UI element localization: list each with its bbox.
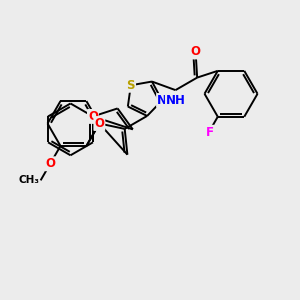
Text: O: O	[191, 46, 201, 59]
Text: NH: NH	[166, 94, 185, 106]
Text: CH₃: CH₃	[18, 176, 39, 185]
Text: O: O	[45, 157, 55, 170]
Text: O: O	[94, 117, 104, 130]
Text: F: F	[206, 126, 214, 139]
Text: N: N	[157, 94, 167, 107]
Text: S: S	[127, 79, 135, 92]
Text: O: O	[88, 110, 98, 123]
